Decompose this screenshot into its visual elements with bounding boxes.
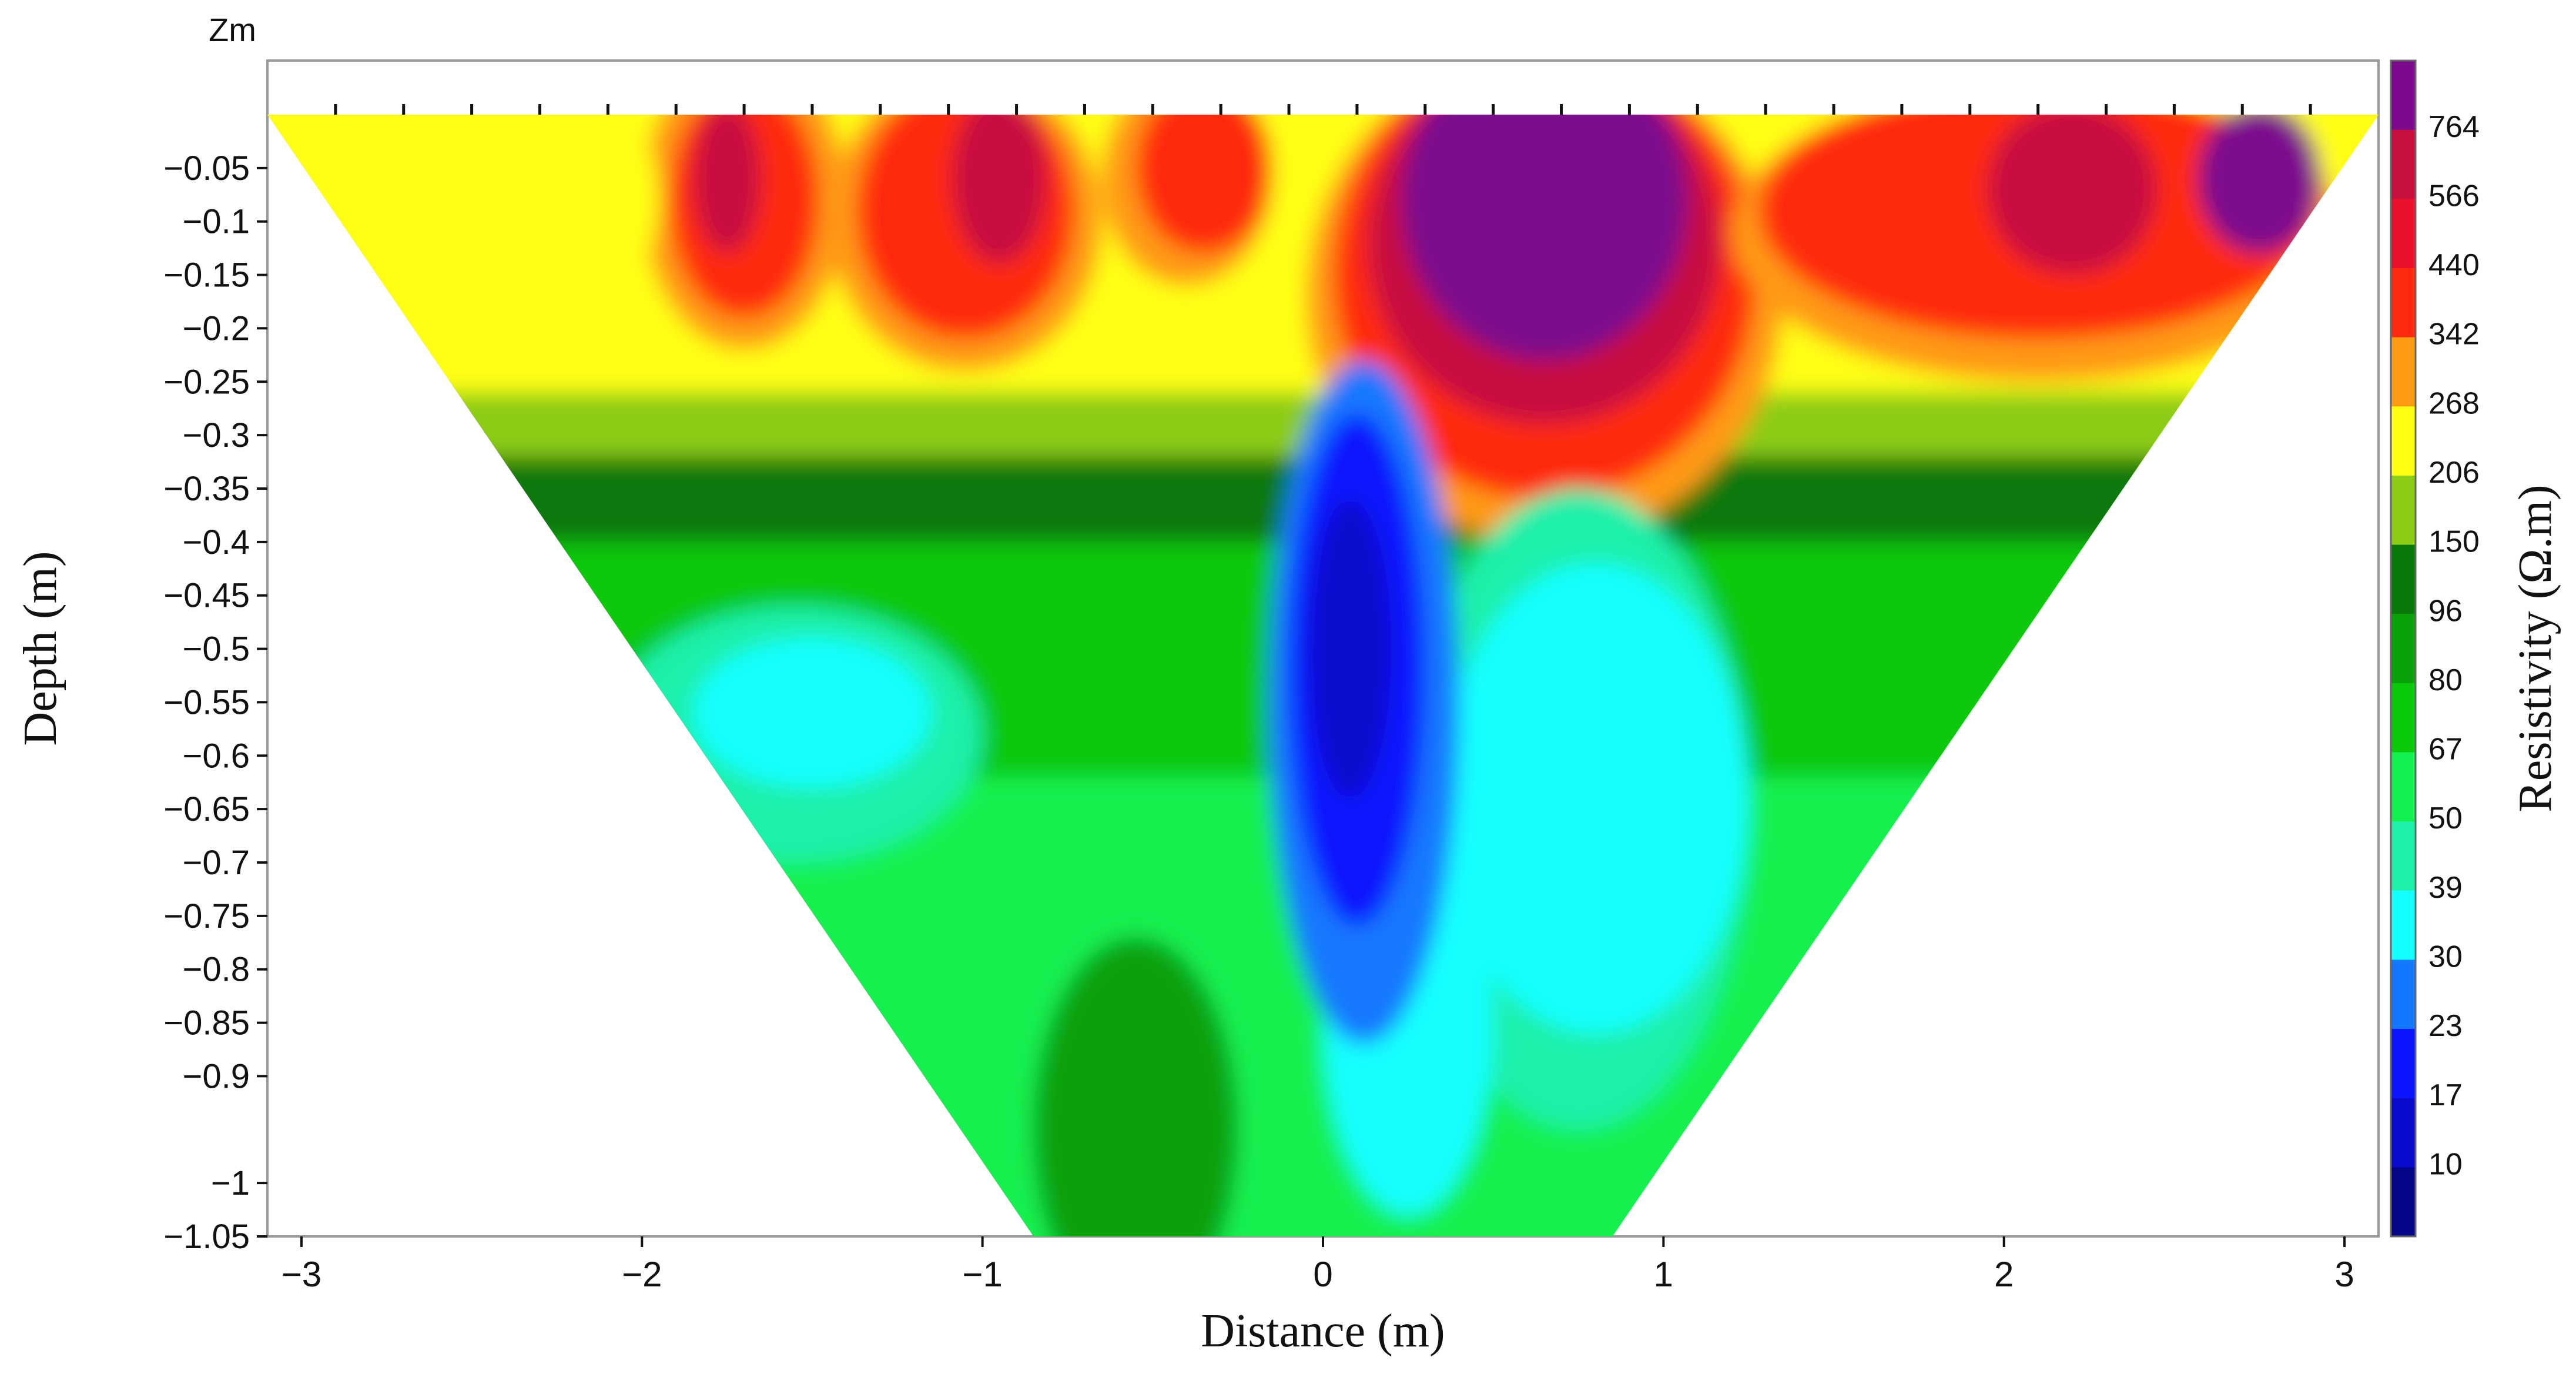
- y-tick-label: −0.7: [183, 844, 250, 882]
- colorbar-level-label: 440: [2428, 248, 2480, 282]
- corner-z-label: Zm: [209, 11, 256, 48]
- zone-green-dark-left: [1033, 937, 1238, 1236]
- colorbar-level-label: 80: [2428, 663, 2463, 697]
- colorbar-swatch: [2391, 544, 2416, 615]
- colorbar-level-label: 96: [2428, 594, 2463, 628]
- y-tick-label: −0.05: [163, 149, 250, 188]
- y-tick-label: −0.25: [163, 363, 250, 401]
- y-tick-label: −0.8: [183, 951, 250, 989]
- colorbar-swatch: [2391, 61, 2416, 131]
- colorbar: 764 566 440 342 268 206 150 96 80 67 50 39 30 23 17 10: [2390, 59, 2480, 1238]
- colorbar-title: Resistivity (Ω.m): [2510, 484, 2561, 812]
- colorbar-level-label: 342: [2428, 317, 2480, 352]
- y-tick-label: −1.05: [163, 1218, 250, 1256]
- colorbar-swatch: [2391, 129, 2416, 200]
- colorbar-swatch: [2391, 268, 2416, 338]
- anomaly-yellow-left: [352, 115, 659, 350]
- y-axis-title: Depth (m): [15, 551, 66, 745]
- y-tick-label: −0.1: [183, 203, 250, 241]
- colorbar-level-label: 10: [2428, 1147, 2463, 1181]
- colorbar-level-label: 50: [2428, 801, 2463, 835]
- x-tick-label: −2: [622, 1255, 662, 1294]
- colorbar-swatch: [2391, 1098, 2416, 1168]
- colorbar-level-label: 67: [2428, 733, 2463, 767]
- colorbar-swatch: [2391, 1029, 2416, 1099]
- anomaly-crimson-left: [693, 115, 762, 254]
- y-tick-label: −0.6: [183, 737, 250, 775]
- colorbar-swatch: [2391, 1167, 2416, 1237]
- anomaly-crimson-2: [952, 115, 1047, 265]
- colorbar-level-label: 764: [2428, 110, 2480, 144]
- colorbar-swatch: [2391, 960, 2416, 1030]
- anomaly-crimson-right: [1987, 115, 2158, 275]
- anomaly-purple-main: [1401, 115, 1687, 360]
- colorbar-level-label: 150: [2428, 525, 2480, 559]
- x-tick-label: −1: [962, 1255, 1002, 1294]
- y-axis: −0.05 −0.1 −0.15 −0.2 −0.25 −0.3 −0.35 −0.4 −0.4…: [163, 149, 267, 1256]
- electrode-markers: [334, 104, 2312, 115]
- y-tick-label: −0.55: [163, 683, 250, 721]
- y-tick-label: −0.75: [163, 897, 250, 935]
- y-tick-label: −0.4: [183, 523, 250, 561]
- colorbar-swatch: [2391, 199, 2416, 269]
- anomaly-red-3: [1135, 115, 1272, 254]
- colorbar-swatch: [2391, 821, 2416, 891]
- colorbar-swatch: [2391, 475, 2416, 546]
- zone-navy-center: [1309, 499, 1391, 798]
- colorbar-level-label: 566: [2428, 179, 2480, 213]
- colorbar-swatch: [2391, 406, 2416, 476]
- y-tick-label: −0.45: [163, 577, 250, 615]
- x-tick-label: 3: [2334, 1255, 2354, 1294]
- colorbar-level-label: 39: [2428, 871, 2463, 905]
- y-tick-label: −0.9: [183, 1057, 250, 1095]
- x-tick-label: 2: [1994, 1255, 2014, 1294]
- colorbar-level-label: 17: [2428, 1078, 2463, 1112]
- colorbar-level-label: 206: [2428, 456, 2480, 490]
- y-tick-label: −0.35: [163, 470, 250, 508]
- x-axis: −3 −2 −1 0 1 2 3: [282, 1236, 2354, 1294]
- y-tick-label: −0.2: [183, 309, 250, 347]
- colorbar-swatch: [2391, 337, 2416, 407]
- zone-cyan-left: [693, 638, 932, 788]
- y-tick-label: −0.3: [183, 416, 250, 454]
- y-tick-label: −0.15: [163, 256, 250, 295]
- anomaly-purple-right: [2198, 115, 2321, 254]
- x-tick-label: 0: [1313, 1255, 1332, 1294]
- y-tick-label: −0.85: [163, 1004, 250, 1042]
- colorbar-level-label: 23: [2428, 1009, 2463, 1043]
- colorbar-swatch: [2391, 614, 2416, 684]
- colorbar-swatch: [2391, 683, 2416, 753]
- x-tick-label: 1: [1654, 1255, 1673, 1294]
- colorbar-frame: [2390, 59, 2417, 1238]
- y-tick-label: −0.5: [183, 630, 250, 668]
- zone-cyan-right: [1442, 563, 1749, 1034]
- colorbar-swatch: [2391, 752, 2416, 823]
- x-axis-title: Distance (m): [1201, 1305, 1445, 1357]
- colorbar-level-label: 268: [2428, 386, 2480, 420]
- colorbar-swatch: [2391, 890, 2416, 961]
- colorbar-level-label: 30: [2428, 940, 2463, 974]
- y-tick-label: −0.65: [163, 790, 250, 828]
- y-tick-label: −1: [211, 1164, 250, 1202]
- x-tick-label: −3: [282, 1255, 321, 1294]
